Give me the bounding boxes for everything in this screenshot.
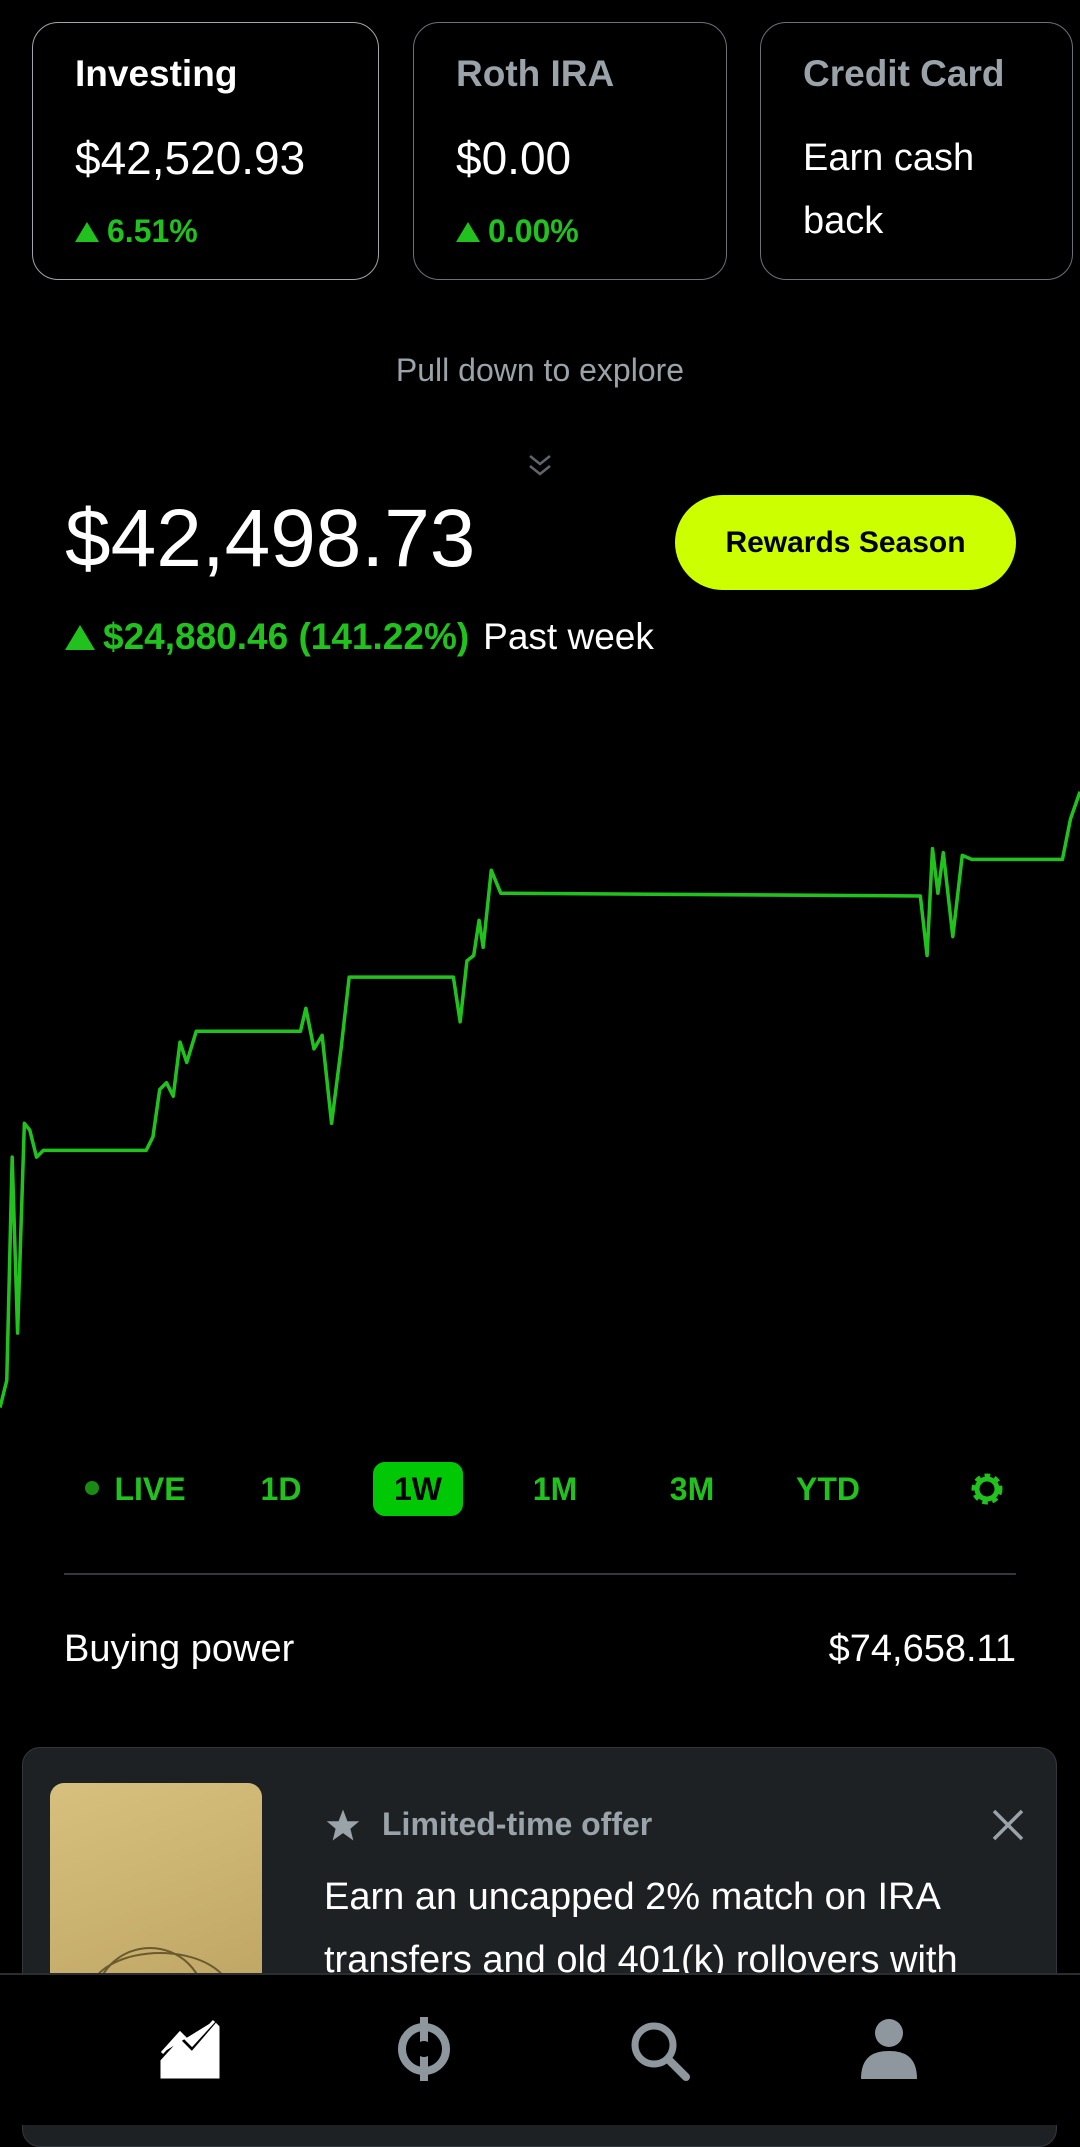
card-value: $42,520.93 [75, 132, 306, 184]
up-arrow [456, 221, 480, 242]
bottom-nav [0, 1973, 1080, 2125]
range-button[interactable]: 1M [532, 1471, 578, 1507]
range-button[interactable]: YTD [796, 1471, 860, 1507]
divider [64, 1573, 1016, 1575]
range-button[interactable]: LIVE [114, 1471, 186, 1507]
nav-search[interactable] [628, 2019, 690, 2081]
portfolio-change: $24,880.46 (141.22%) [103, 616, 470, 657]
star-icon [326, 1809, 360, 1841]
range-button[interactable]: 3M [669, 1471, 715, 1507]
up-arrow [65, 624, 95, 650]
portfolio-chart [0, 791, 1080, 1408]
pull-hint: Pull down to explore [395, 352, 685, 388]
account-card[interactable]: Credit Card Earn cash back [760, 22, 1073, 280]
price-line [0, 791, 1080, 1408]
nav-investing[interactable] [160, 2019, 220, 2079]
card-text: Earn cash back [803, 137, 975, 242]
close-icon[interactable] [991, 1808, 1025, 1842]
promo-tag: Limited-time offer [382, 1806, 653, 1842]
rewards-button[interactable]: Rewards Season [675, 495, 1016, 590]
portfolio-value: $42,498.73 [65, 493, 476, 584]
portfolio-change-row: $24,880.46 (141.22%) Past week [65, 616, 654, 658]
settings-icon[interactable] [967, 1469, 1007, 1509]
buying-power-value: $74,658.11 [828, 1628, 1016, 1670]
buying-power-label[interactable]: Buying power [64, 1628, 295, 1670]
chevron [529, 455, 551, 476]
range-button[interactable]: 1D [260, 1471, 302, 1507]
live-dot [85, 1481, 99, 1495]
up-arrow [75, 221, 99, 242]
account-card[interactable]: Roth IRA $0.00 0.00% [413, 22, 727, 280]
card-change-row: 6.51% [75, 213, 198, 250]
range-button[interactable]: 1W [373, 1462, 463, 1516]
nav-crypto[interactable] [394, 2017, 454, 2081]
card-value: $0.00 [456, 132, 572, 184]
card-title: Investing [75, 53, 238, 94]
card-title: Roth IRA [456, 53, 615, 94]
nav-account[interactable] [861, 2017, 917, 2081]
card-change: 6.51% [107, 213, 198, 249]
card-title: Credit Card [803, 53, 1005, 94]
account-card[interactable]: Investing $42,520.93 6.51% [32, 22, 379, 280]
period: Past week [483, 616, 654, 657]
card-change: 0.00% [488, 213, 579, 249]
card-change-row: 0.00% [456, 213, 579, 250]
